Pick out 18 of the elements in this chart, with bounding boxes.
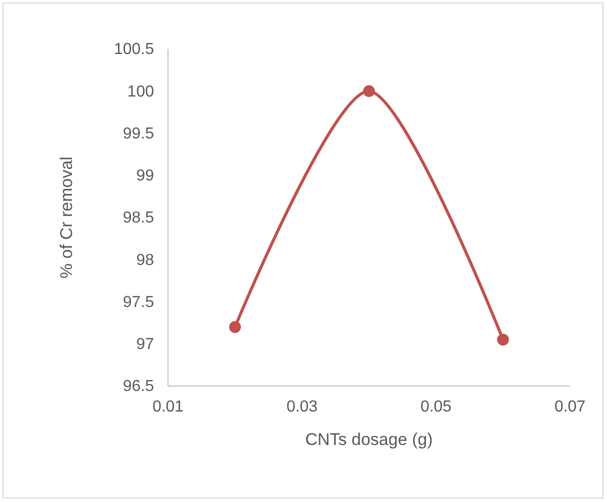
point — [363, 85, 375, 98]
x-tick-label: 0.07 — [554, 398, 586, 416]
x-axis-title: CNTs dosage (g) — [305, 430, 433, 449]
y-tick-label: 98.5 — [122, 210, 154, 227]
y-axis-title: % of Cr removal — [57, 156, 76, 278]
x-tick-label: 0.03 — [286, 398, 318, 416]
y-tick-label: 96.5 — [122, 378, 154, 396]
y-tick-label: 98 — [136, 252, 154, 269]
y-tick-label: 99 — [136, 167, 154, 184]
x-tick-label: 0.01 — [152, 398, 184, 416]
y-tick-label: 99.5 — [122, 125, 154, 142]
point — [497, 334, 509, 346]
y-tick-label: 100 — [127, 83, 154, 100]
point — [229, 321, 241, 333]
y-tick-label: 97 — [136, 336, 154, 353]
y-tick-label: 97.5 — [122, 294, 154, 311]
x-tick-label: 0.05 — [420, 398, 452, 416]
y-tick-label: 100.5 — [114, 41, 154, 58]
